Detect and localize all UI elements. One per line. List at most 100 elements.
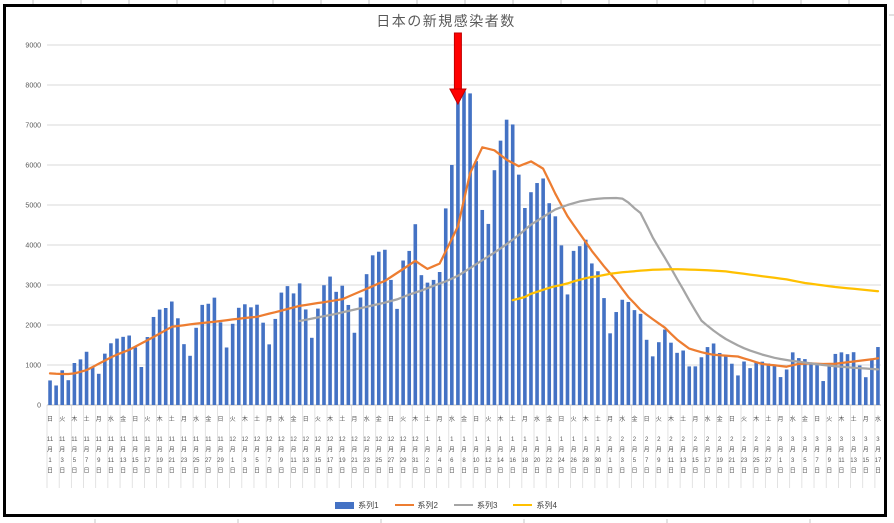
svg-text:日: 日 (644, 468, 650, 475)
svg-text:月: 月 (838, 447, 844, 454)
svg-text:月: 月 (875, 447, 881, 454)
svg-text:日: 日 (814, 468, 820, 475)
svg-text:日: 日 (351, 468, 357, 475)
svg-text:日: 日 (802, 468, 808, 475)
svg-text:日: 日 (303, 416, 309, 423)
series-bars-系列1[interactable] (48, 91, 880, 406)
svg-text:日: 日 (875, 468, 881, 475)
svg-text:月: 月 (242, 447, 248, 454)
legend-swatch-line (394, 503, 414, 507)
svg-text:1: 1 (499, 437, 503, 443)
legend-item-系列3[interactable]: 系列3 (454, 500, 497, 511)
svg-text:月: 月 (814, 447, 820, 454)
svg-text:日: 日 (510, 468, 516, 475)
svg-text:日: 日 (631, 468, 637, 475)
chart-legend[interactable]: 系列1 系列2 系列3 系列4 (4, 497, 888, 513)
svg-text:2: 2 (621, 437, 625, 443)
legend-item-系列1[interactable]: 系列1 (335, 500, 379, 511)
svg-text:日: 日 (485, 468, 491, 475)
series-line-系列2[interactable] (48, 146, 880, 376)
svg-text:12: 12 (412, 437, 419, 443)
svg-text:水: 水 (364, 415, 370, 423)
svg-text:日: 日 (242, 468, 248, 475)
chart-title[interactable]: 日本の新規感染者数 (376, 13, 516, 29)
svg-text:2: 2 (669, 437, 673, 443)
svg-text:日: 日 (583, 468, 589, 475)
svg-text:月: 月 (364, 447, 370, 454)
svg-text:12: 12 (375, 437, 382, 443)
svg-text:日: 日 (144, 468, 150, 475)
red-arrow-annotation[interactable] (449, 32, 467, 106)
svg-text:月: 月 (266, 416, 272, 423)
svg-text:月: 月 (522, 447, 528, 454)
svg-text:火: 火 (59, 416, 65, 423)
svg-text:日: 日 (778, 468, 784, 475)
svg-text:月: 月 (863, 416, 869, 423)
svg-text:月: 月 (473, 447, 479, 454)
svg-text:土: 土 (169, 415, 175, 423)
svg-text:月: 月 (546, 447, 552, 454)
svg-text:日: 日 (851, 468, 857, 475)
svg-text:月: 月 (181, 416, 187, 423)
svg-text:11: 11 (71, 437, 78, 443)
svg-text:月: 月 (351, 447, 357, 454)
svg-text:月: 月 (692, 447, 698, 454)
svg-text:21: 21 (729, 458, 736, 464)
svg-text:月: 月 (437, 416, 443, 423)
svg-text:11: 11 (59, 437, 66, 443)
svg-text:3: 3 (876, 437, 880, 443)
svg-text:土: 土 (339, 415, 345, 423)
svg-text:木: 木 (242, 415, 248, 423)
svg-text:17: 17 (875, 458, 882, 464)
svg-text:23: 23 (181, 458, 188, 464)
svg-text:3: 3 (852, 437, 856, 443)
svg-text:15: 15 (862, 458, 869, 464)
svg-text:21: 21 (168, 458, 175, 464)
svg-text:3: 3 (61, 458, 65, 464)
svg-text:金: 金 (802, 415, 808, 423)
svg-text:11: 11 (169, 437, 176, 443)
svg-text:日: 日 (169, 468, 175, 475)
svg-text:日: 日 (473, 416, 479, 423)
svg-text:6000: 6000 (25, 163, 41, 170)
svg-text:3: 3 (815, 437, 819, 443)
svg-text:日: 日 (498, 468, 504, 475)
svg-text:1000: 1000 (25, 363, 41, 370)
svg-text:2: 2 (608, 437, 612, 443)
svg-text:12: 12 (388, 437, 395, 443)
svg-text:日: 日 (826, 468, 832, 475)
svg-text:11: 11 (108, 437, 115, 443)
svg-text:日: 日 (278, 468, 284, 475)
svg-text:2: 2 (742, 437, 746, 443)
svg-text:月: 月 (412, 447, 418, 454)
svg-text:月: 月 (680, 447, 686, 454)
svg-text:日: 日 (571, 468, 577, 475)
svg-text:月: 月 (510, 447, 516, 454)
svg-text:木: 木 (327, 415, 333, 423)
svg-text:11: 11 (157, 437, 164, 443)
legend-item-系列2[interactable]: 系列2 (394, 500, 438, 511)
svg-text:日: 日 (376, 468, 382, 475)
svg-text:月: 月 (437, 447, 443, 454)
svg-text:月: 月 (753, 447, 759, 454)
svg-text:日: 日 (96, 468, 102, 475)
svg-text:3: 3 (779, 437, 783, 443)
svg-text:27: 27 (205, 458, 212, 464)
svg-text:1: 1 (487, 437, 491, 443)
legend-item-系列4[interactable]: 系列4 (513, 500, 557, 511)
svg-text:3: 3 (791, 458, 795, 464)
series-line-系列3[interactable] (298, 196, 880, 371)
svg-text:15: 15 (315, 458, 322, 464)
svg-text:18: 18 (522, 458, 529, 464)
svg-text:日: 日 (473, 468, 479, 475)
series-line-系列4[interactable] (511, 268, 880, 302)
svg-text:月: 月 (461, 447, 467, 454)
svg-text:日: 日 (412, 468, 418, 475)
svg-text:13: 13 (302, 458, 309, 464)
svg-text:5: 5 (633, 458, 637, 464)
svg-text:9: 9 (280, 458, 284, 464)
svg-text:12: 12 (400, 437, 407, 443)
svg-text:22: 22 (546, 458, 553, 464)
svg-text:日: 日 (680, 468, 686, 475)
